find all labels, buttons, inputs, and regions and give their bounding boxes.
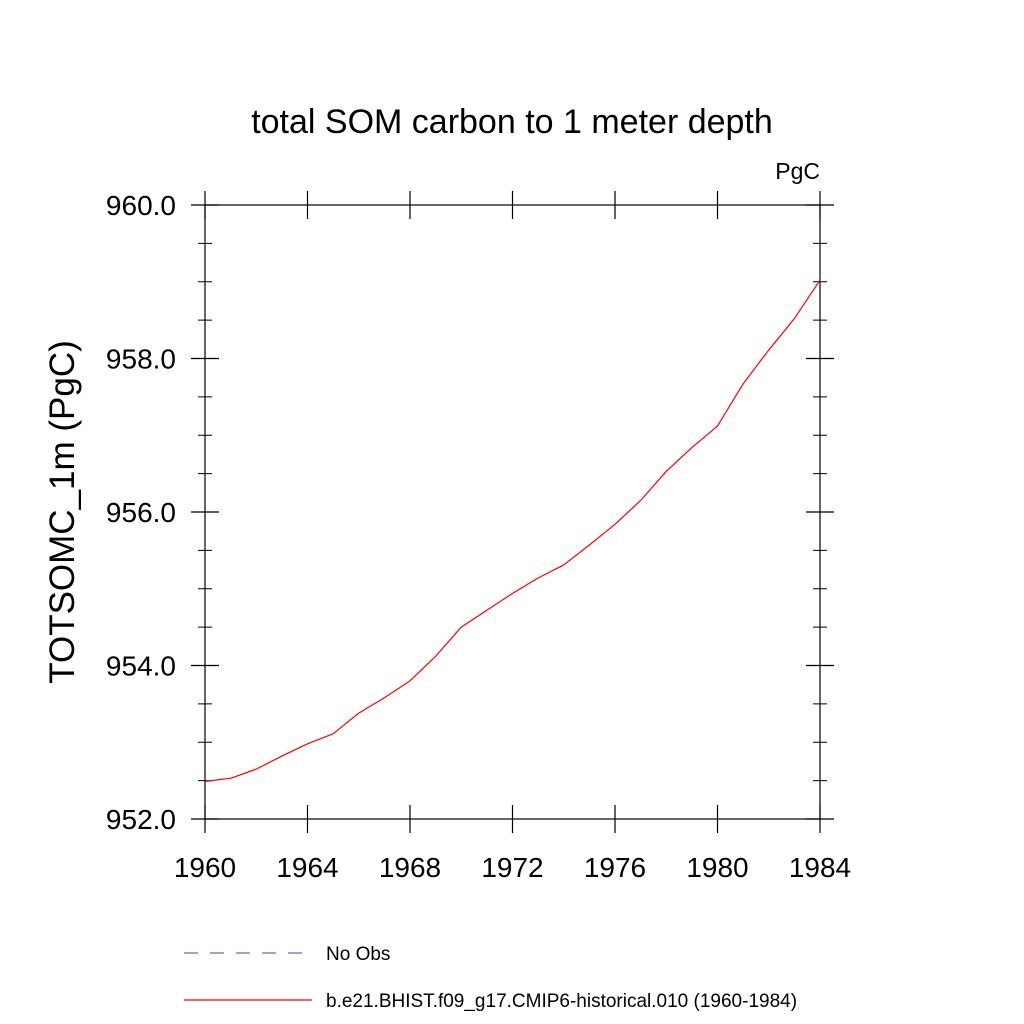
legend-label: No Obs [326, 944, 390, 965]
units-label: PgC [775, 158, 820, 184]
series-line [204, 279, 821, 782]
legend-label: b.e21.BHIST.f09_g17.CMIP6-historical.010… [326, 991, 797, 1012]
x-tick-label: 1968 [379, 852, 441, 883]
chart-title: total SOM carbon to 1 meter depth [251, 103, 773, 141]
y-tick-label: 954.0 [106, 651, 176, 682]
y-tick-label: 958.0 [106, 344, 176, 375]
x-tick-label: 1976 [584, 852, 646, 883]
x-tick-label: 1984 [789, 852, 851, 883]
x-tick-label: 1972 [481, 852, 543, 883]
y-tick-label: 956.0 [106, 497, 176, 528]
y-axis-label: TOTSOMC_1m (PgC) [43, 340, 82, 684]
x-tick-label: 1980 [686, 852, 748, 883]
plot-frame [204, 204, 821, 820]
x-tick-label: 1960 [174, 852, 236, 883]
y-tick-label: 952.0 [106, 804, 176, 835]
y-tick-label: 960.0 [106, 190, 176, 221]
x-tick-label: 1964 [276, 852, 338, 883]
